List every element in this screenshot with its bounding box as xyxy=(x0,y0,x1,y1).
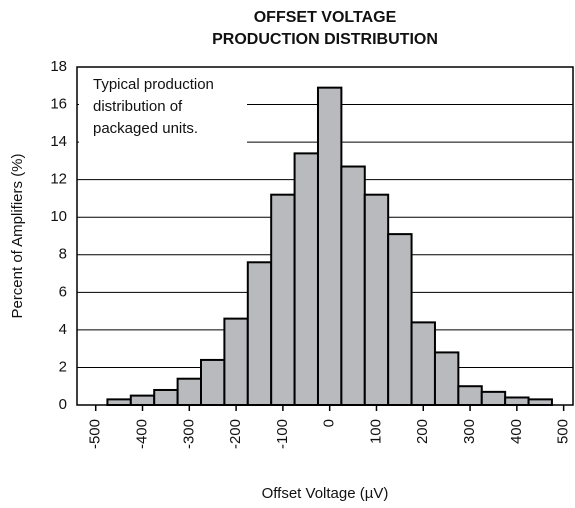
bar xyxy=(153,388,179,407)
y-tick-label: 0 xyxy=(59,396,67,413)
bar xyxy=(106,398,132,407)
x-tick-label: -200 xyxy=(227,419,244,449)
x-tick-label: 0 xyxy=(321,419,338,427)
annotation: distribution of xyxy=(93,98,183,115)
x-tick-label: 100 xyxy=(367,419,384,444)
x-tick-label: -300 xyxy=(180,419,197,449)
y-tick-label: 18 xyxy=(50,58,67,75)
bar xyxy=(129,394,156,407)
chart-title: OFFSET VOLTAGE xyxy=(254,9,397,26)
x-tick-label: -500 xyxy=(87,419,104,449)
bar xyxy=(387,233,413,406)
y-tick-label: 16 xyxy=(50,96,67,113)
bar xyxy=(200,358,226,406)
bar xyxy=(410,321,436,406)
y-tick-label: 8 xyxy=(59,246,67,263)
y-tick-label: 10 xyxy=(50,208,67,225)
bar xyxy=(457,385,483,407)
bar xyxy=(433,351,460,406)
x-axis-label: Offset Voltage (µV) xyxy=(262,485,389,502)
x-tick-label: 500 xyxy=(555,419,572,444)
y-tick-label: 6 xyxy=(59,283,67,300)
annotation: packaged units. xyxy=(93,120,198,137)
bar xyxy=(480,390,507,407)
x-tick-label: 200 xyxy=(414,419,431,444)
chart-title: PRODUCTION DISTRIBUTION xyxy=(212,31,438,48)
annotation-background xyxy=(79,71,247,153)
bar xyxy=(270,193,296,406)
bar xyxy=(176,377,203,407)
x-tick-label: -100 xyxy=(274,419,291,449)
bar xyxy=(293,152,319,406)
bar xyxy=(527,398,553,407)
x-tick-label: 300 xyxy=(461,419,478,444)
bar xyxy=(316,86,343,407)
bar xyxy=(363,193,390,406)
bar xyxy=(246,261,273,406)
y-axis-label: Percent of Amplifiers (%) xyxy=(9,153,26,318)
y-tick-label: 12 xyxy=(50,171,67,188)
plot-frame xyxy=(76,66,574,406)
annotation: Typical production xyxy=(93,76,214,93)
bar xyxy=(223,317,249,406)
y-tick-label: 4 xyxy=(59,321,67,338)
bar xyxy=(504,396,530,407)
y-tick-label: 2 xyxy=(59,358,67,375)
bar xyxy=(340,165,366,406)
y-tick-label: 14 xyxy=(50,133,67,150)
x-tick-label: -400 xyxy=(133,419,150,449)
x-tick-label: 400 xyxy=(508,419,525,444)
